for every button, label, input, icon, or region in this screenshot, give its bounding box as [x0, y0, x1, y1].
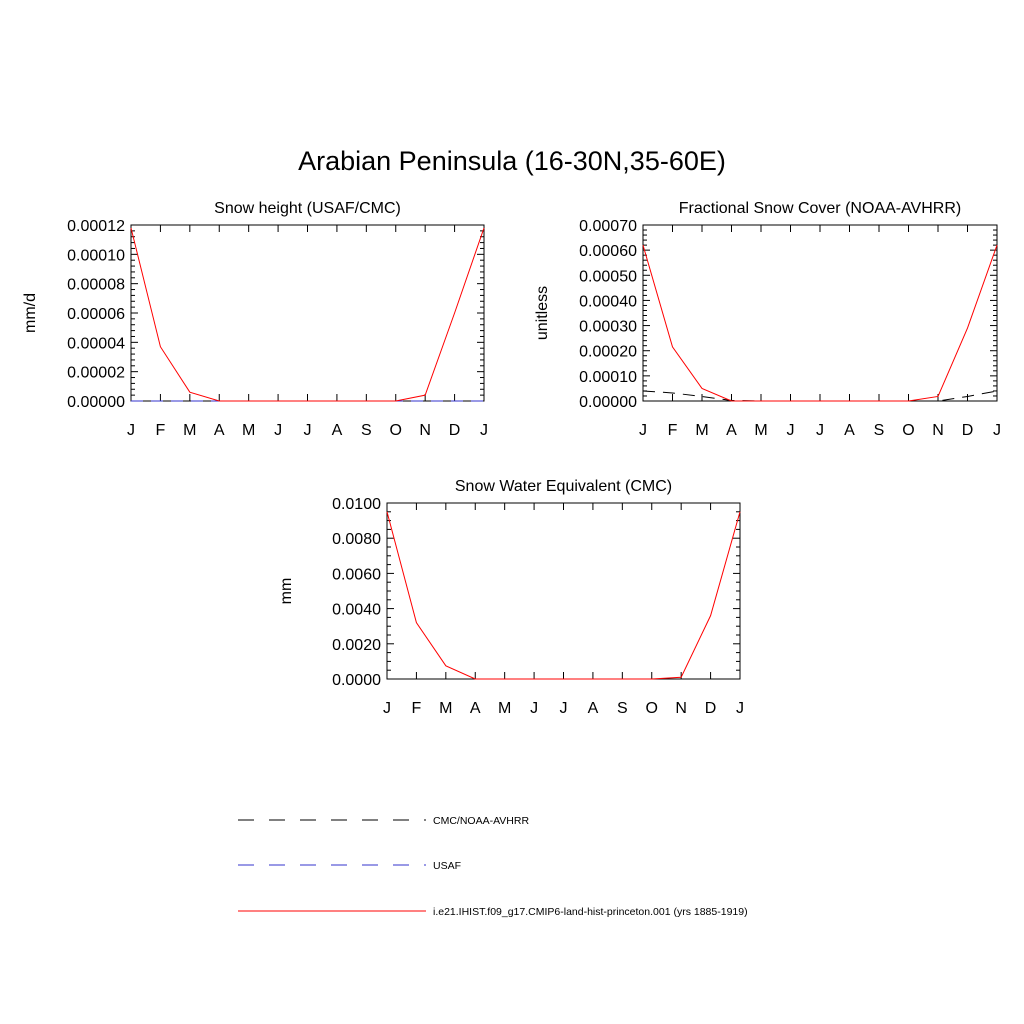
x-tick-label: S — [617, 700, 628, 717]
y-tick-label: 0.00004 — [67, 335, 125, 352]
chart-title: Snow Water Equivalent (CMC) — [455, 478, 672, 495]
x-tick-label: J — [304, 422, 312, 439]
x-tick-label: A — [588, 700, 599, 717]
x-tick-label: J — [639, 422, 647, 439]
chart-title: Fractional Snow Cover (NOAA-AVHRR) — [679, 200, 961, 217]
x-tick-label: F — [412, 700, 422, 717]
chart-panel-2: J F M A M J J A S O N D J0.000000.000100.000200.0003… — [534, 200, 1001, 439]
y-tick-label: 0.00050 — [579, 268, 637, 285]
x-tick-label: F — [668, 422, 678, 439]
y-tick-label: 0.0060 — [332, 566, 381, 583]
x-tick-label: A — [214, 422, 225, 439]
y-tick-label: 0.00030 — [579, 319, 637, 336]
chart-panel-3: J F M A M J J A S O N D J0.00000.00200.00400.00600.0… — [278, 478, 744, 717]
x-tick-label: N — [932, 422, 944, 439]
y-tick-label: 0.00020 — [579, 344, 637, 361]
x-tick-label: D — [449, 422, 461, 439]
series-line — [130, 227, 485, 402]
x-tick-label: F — [156, 422, 166, 439]
x-tick-label: O — [902, 422, 914, 439]
x-tick-label: M — [439, 700, 452, 717]
x-tick-label: D — [705, 700, 717, 717]
legend-label: i.e21.IHIST.f09_g17.CMIP6-land-hist-prin… — [433, 906, 748, 918]
chart-panel-1: J F M A M J J A S O N D J0.000000.000020.000040.0000… — [22, 200, 488, 439]
y-tick-label: 0.0100 — [332, 496, 381, 513]
x-tick-label: J — [560, 700, 568, 717]
y-tick-label: 0.00000 — [67, 394, 125, 411]
legend-label: CMC/NOAA-AVHRR — [433, 815, 529, 827]
y-tick-label: 0.00070 — [579, 218, 637, 235]
x-tick-label: J — [480, 422, 488, 439]
x-tick-label: N — [419, 422, 431, 439]
y-tick-label: 0.0040 — [332, 602, 381, 619]
x-tick-label: J — [530, 700, 538, 717]
x-tick-label: M — [183, 422, 196, 439]
x-tick-label: A — [332, 422, 343, 439]
series-line — [386, 511, 741, 680]
y-tick-label: 0.00010 — [67, 247, 125, 264]
plot-frame — [642, 224, 998, 402]
y-axis-label: mm/d — [22, 293, 39, 333]
x-tick-label: O — [646, 700, 658, 717]
y-tick-label: 0.00002 — [67, 365, 125, 382]
y-tick-label: 0.0000 — [332, 672, 381, 689]
y-tick-label: 0.00040 — [579, 293, 637, 310]
y-tick-label: 0.00012 — [67, 218, 125, 235]
x-tick-label: J — [787, 422, 795, 439]
x-tick-label: S — [874, 422, 885, 439]
y-tick-label: 0.00060 — [579, 243, 637, 260]
chart-title: Snow height (USAF/CMC) — [214, 200, 401, 217]
plot-frame — [130, 224, 485, 402]
x-tick-label: M — [498, 700, 511, 717]
y-axis-label: unitless — [534, 286, 551, 340]
x-tick-label: J — [993, 422, 1001, 439]
plot-frame — [386, 502, 741, 680]
page-title: Arabian Peninsula (16-30N,35-60E) — [298, 146, 726, 176]
y-tick-label: 0.0080 — [332, 531, 381, 548]
series-line — [642, 244, 998, 402]
y-tick-label: 0.00008 — [67, 277, 125, 294]
y-tick-label: 0.00010 — [579, 369, 637, 386]
legend: CMC/NOAA-AVHRR USAF i.e21.IHIST.f09_g17.CM… — [238, 815, 748, 918]
x-tick-label: A — [844, 422, 855, 439]
x-tick-label: M — [754, 422, 767, 439]
x-tick-label: J — [274, 422, 282, 439]
x-tick-label: A — [470, 700, 481, 717]
legend-label: USAF — [433, 860, 461, 872]
x-tick-label: J — [736, 700, 744, 717]
y-tick-label: 0.00006 — [67, 306, 125, 323]
x-tick-label: J — [127, 422, 135, 439]
x-tick-label: M — [242, 422, 255, 439]
x-tick-label: D — [962, 422, 974, 439]
y-axis-label: mm — [278, 578, 295, 605]
x-tick-label: S — [361, 422, 372, 439]
x-tick-label: M — [695, 422, 708, 439]
y-tick-label: 0.00000 — [579, 394, 637, 411]
x-tick-label: N — [675, 700, 687, 717]
x-tick-label: J — [383, 700, 391, 717]
y-tick-label: 0.0020 — [332, 637, 381, 654]
x-tick-label: O — [390, 422, 402, 439]
x-tick-label: J — [816, 422, 824, 439]
x-tick-label: A — [726, 422, 737, 439]
